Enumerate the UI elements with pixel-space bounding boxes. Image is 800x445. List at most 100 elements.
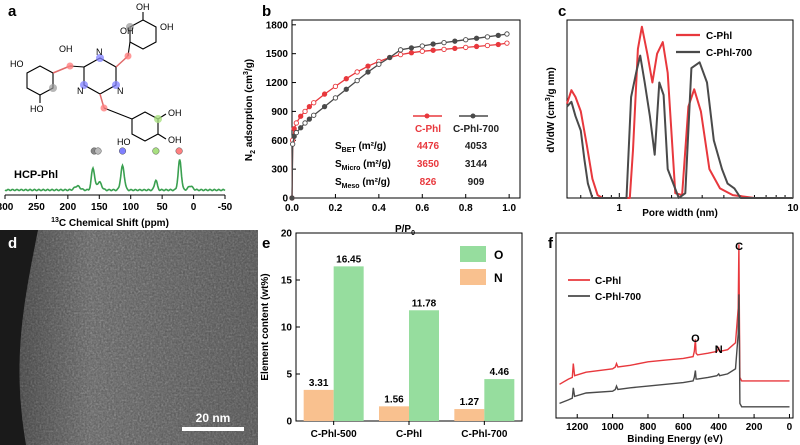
y-axis-label: dV/dW (cm3/g nm) (545, 67, 557, 153)
y-tick-label: 15 (281, 276, 293, 287)
legend-label: C-Phl-700 (706, 48, 753, 59)
panel-label-b: b (262, 3, 271, 20)
legend-swatch-o (460, 246, 486, 262)
data-point (441, 46, 447, 52)
data-point (302, 108, 308, 115)
table-cell: 3144 (465, 159, 488, 170)
data-point (298, 113, 304, 119)
legend: C-Phl C-Phl-700 (676, 31, 753, 59)
x-tick-label: 250 (28, 202, 45, 213)
peak-label: O (691, 333, 700, 345)
bar-value-label: 3.31 (309, 378, 329, 389)
y-axis-label: Element content (wt%) (260, 273, 271, 380)
x-tick-label: 300 (0, 202, 14, 213)
x-tick-label: -50 (218, 202, 233, 213)
panel-label-d: d (8, 235, 17, 252)
legend-label: N (494, 271, 503, 285)
data-point (293, 129, 299, 136)
data-point (343, 86, 349, 92)
category-label: C-Phl-500 (311, 429, 358, 440)
sem-shading (0, 230, 258, 445)
legend-marker-c-phl-700 (470, 113, 476, 119)
bar-n (303, 389, 334, 421)
data-point (289, 195, 295, 201)
data-point (298, 125, 304, 131)
y-ticks: 0 5 10 15 20 (281, 229, 300, 428)
data-point (484, 34, 491, 40)
category-label: C-Phl-700 (461, 429, 508, 440)
data-point (397, 47, 404, 53)
data-point (321, 103, 328, 110)
x-tick-label: 0 (191, 202, 197, 213)
x-axis-label: Pore width (nm) (642, 208, 718, 219)
bar-n (379, 406, 409, 421)
series-c-phl (566, 25, 793, 199)
atom-label: HO (10, 59, 24, 69)
y-tick-label: 5 (286, 370, 292, 381)
panel-d: d 20 nm (0, 230, 258, 445)
legend-table: C-Phl C-Phl-700 SBET (m²/g) 4476 4053 SM… (335, 113, 500, 190)
peak-marker (152, 147, 160, 155)
legend-label: C-Phl (595, 276, 621, 287)
isotherm-series (289, 31, 510, 201)
series-line (291, 42, 508, 199)
peak-markers (90, 147, 183, 155)
legend-label: C-Phl (706, 31, 732, 42)
bar-o (484, 379, 515, 421)
x-axis-label: 13C Chemical Shift (ppm) (51, 217, 169, 229)
peak-label: N (715, 344, 723, 356)
x-tick-label: 400 (710, 422, 727, 433)
data-point (354, 77, 360, 84)
x-tick-label: 150 (91, 202, 108, 213)
x-tick-label: 0.6 (415, 203, 429, 214)
y-axis-label: N2 adsorption (cm3/g) (243, 59, 257, 161)
data-point (495, 41, 501, 48)
data-point (484, 42, 491, 49)
data-point (321, 91, 328, 97)
data-point (463, 37, 469, 43)
data-point (293, 120, 299, 126)
data-point (311, 112, 317, 118)
table-row-label: SMeso (m²/g) (335, 177, 390, 190)
data-point (419, 48, 425, 54)
bar-o (333, 266, 364, 421)
x-tick-label: 1000 (601, 422, 624, 433)
x-tick-label: 600 (675, 422, 692, 433)
peak-annotations: C O N (691, 241, 743, 356)
plot-frame (291, 19, 521, 199)
data-point (290, 141, 296, 147)
scale-bar-label: 20 nm (196, 411, 231, 425)
plot-frame (555, 232, 794, 419)
data-point (473, 35, 480, 41)
legend-marker-c-phl (424, 113, 430, 119)
table-cell: 826 (420, 177, 437, 188)
nmr-spectrum-curve (4, 159, 226, 192)
bar-value-label: 11.78 (412, 298, 437, 309)
atom-label: N (117, 86, 124, 96)
bar-o (409, 310, 439, 421)
atom-label: N (96, 47, 103, 57)
plot-frame (566, 19, 794, 199)
data-point (365, 63, 371, 69)
x-tick-label: 800 (640, 422, 657, 433)
panel-e: e 0 5 10 15 20 3.31 16.45 C-Phl-500 1.56 11.78 C-… (260, 229, 523, 440)
legend-label: O (494, 248, 503, 262)
data-point (452, 38, 458, 44)
scale-bar (182, 427, 244, 431)
data-point (408, 50, 415, 56)
atom-label: OH (136, 2, 150, 12)
legend: O N (460, 246, 503, 285)
x-ticks: 1200 1000 800 600 400 200 0 (566, 414, 793, 433)
data-point (332, 95, 339, 101)
y-tick-label: 1200 (266, 78, 289, 89)
bar-value-label: 1.27 (460, 397, 480, 408)
x-tick-label: 0.0 (285, 203, 299, 214)
xps-series (559, 244, 790, 408)
data-point (306, 116, 313, 122)
y-tick-label: 0 (282, 194, 288, 205)
data-point (311, 100, 317, 106)
panel-label-f: f (548, 235, 554, 252)
table-header: C-Phl-700 (453, 124, 500, 135)
x-tick-label: 0.8 (459, 203, 473, 214)
x-ticks: 300 250 200 150 100 50 0 -50 (0, 195, 233, 213)
